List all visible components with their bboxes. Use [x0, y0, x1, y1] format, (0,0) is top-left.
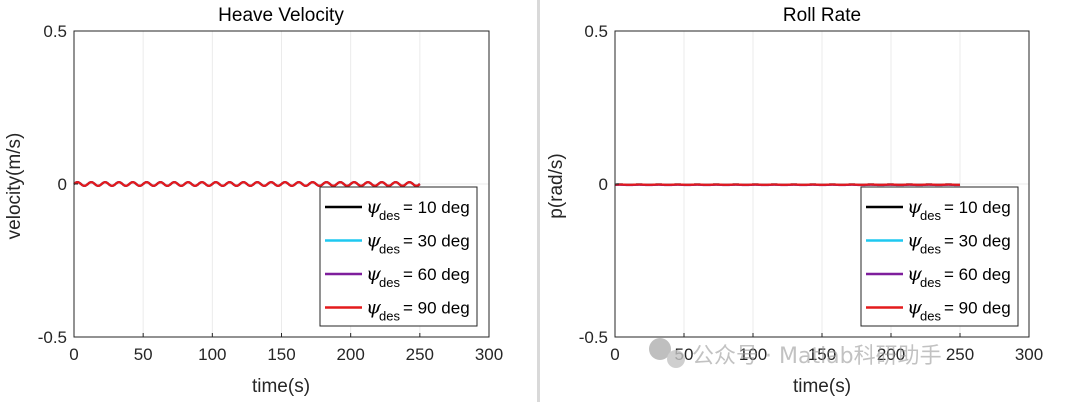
y-tick-label: 0.5: [584, 22, 608, 41]
watermark: 公众号 · Matlab科研助手: [649, 338, 942, 369]
legend-subscript: des: [379, 242, 400, 257]
y-axis-label: p(rad/s): [546, 153, 567, 218]
legend-label: = 60 deg: [944, 265, 1011, 284]
legend-symbol: ψ: [366, 263, 382, 285]
legend-subscript: des: [379, 275, 400, 290]
x-axis-label: time(s): [793, 376, 851, 397]
legend-symbol: ψ: [907, 297, 923, 319]
y-tick-label: 0: [58, 175, 67, 194]
panel-separator: [537, 0, 540, 402]
legend-label: = 10 deg: [403, 198, 470, 217]
x-tick-label: 250: [946, 345, 974, 364]
watermark-text: 公众号 · Matlab科研助手: [692, 344, 942, 369]
legend-label: = 60 deg: [403, 265, 470, 284]
x-tick-label: 200: [877, 345, 905, 364]
legend-label: = 90 deg: [403, 299, 470, 318]
y-axis-label: velocity(m/s): [4, 133, 25, 240]
series-line-90-deg: [73, 181, 421, 187]
legend-symbol: ψ: [366, 297, 382, 319]
chart-title: Heave Velocity: [218, 5, 344, 26]
legend-symbol: ψ: [907, 263, 923, 285]
plot-lines: [614, 183, 961, 187]
wechat-logo-icon: [649, 338, 671, 360]
x-tick-label: 100: [198, 345, 226, 364]
x-tick-label: 150: [808, 345, 836, 364]
legend-label: = 10 deg: [944, 198, 1011, 217]
x-ticks: 0 50 100 150 200 250 300: [69, 333, 503, 364]
legend-label: = 30 deg: [403, 232, 470, 251]
legend-subscript: des: [379, 208, 400, 223]
chart-heave-velocity: Heave Velocity 0 50 100 150 200 250 300 0.50-0…: [4, 5, 503, 397]
y-tick-label: 0: [599, 175, 608, 194]
legend-subscript: des: [920, 309, 941, 324]
y-tick-label: -0.5: [579, 328, 608, 347]
legend-subscript: des: [920, 275, 941, 290]
legend-subscript: des: [379, 309, 400, 324]
y-ticks: 0.5 0 -0.5: [38, 22, 78, 347]
y-tick-label: 0.5: [43, 22, 67, 41]
legend-symbol: ψ: [907, 230, 923, 252]
x-tick-label: 250: [406, 345, 434, 364]
x-tick-label: 150: [267, 345, 295, 364]
y-tick-label: -0.5: [38, 328, 67, 347]
chart-title: Roll Rate: [783, 5, 861, 26]
x-tick-label: 200: [336, 345, 364, 364]
chart-roll-rate: Roll Rate 0 50 100 150 200 250 300 0.50-0.5 ti…: [546, 5, 1043, 397]
legend-symbol: ψ: [907, 196, 923, 218]
x-tick-label: 300: [1015, 345, 1043, 364]
legend-symbol: ψ: [366, 230, 382, 252]
x-tick-label: 50: [134, 345, 153, 364]
x-tick-label: 0: [610, 345, 619, 364]
wechat-logo-icon: [667, 350, 685, 368]
x-tick-label: 0: [69, 345, 78, 364]
y-ticks: 0.5 0 -0.5: [579, 22, 619, 347]
legend-box: [860, 186, 1019, 327]
legend-box: [319, 186, 478, 327]
legend-label: = 30 deg: [944, 232, 1011, 251]
x-ticks: 0 50 100 150 200 250 300: [610, 333, 1043, 364]
x-axis-label: time(s): [252, 376, 310, 397]
legend-symbol: ψ: [366, 196, 382, 218]
x-tick-label: 100: [739, 345, 767, 364]
legend-subscript: des: [920, 208, 941, 223]
legend-label: = 90 deg: [944, 299, 1011, 318]
x-tick-label: 300: [475, 345, 503, 364]
plot-lines: [73, 181, 421, 187]
legend-subscript: des: [920, 242, 941, 257]
